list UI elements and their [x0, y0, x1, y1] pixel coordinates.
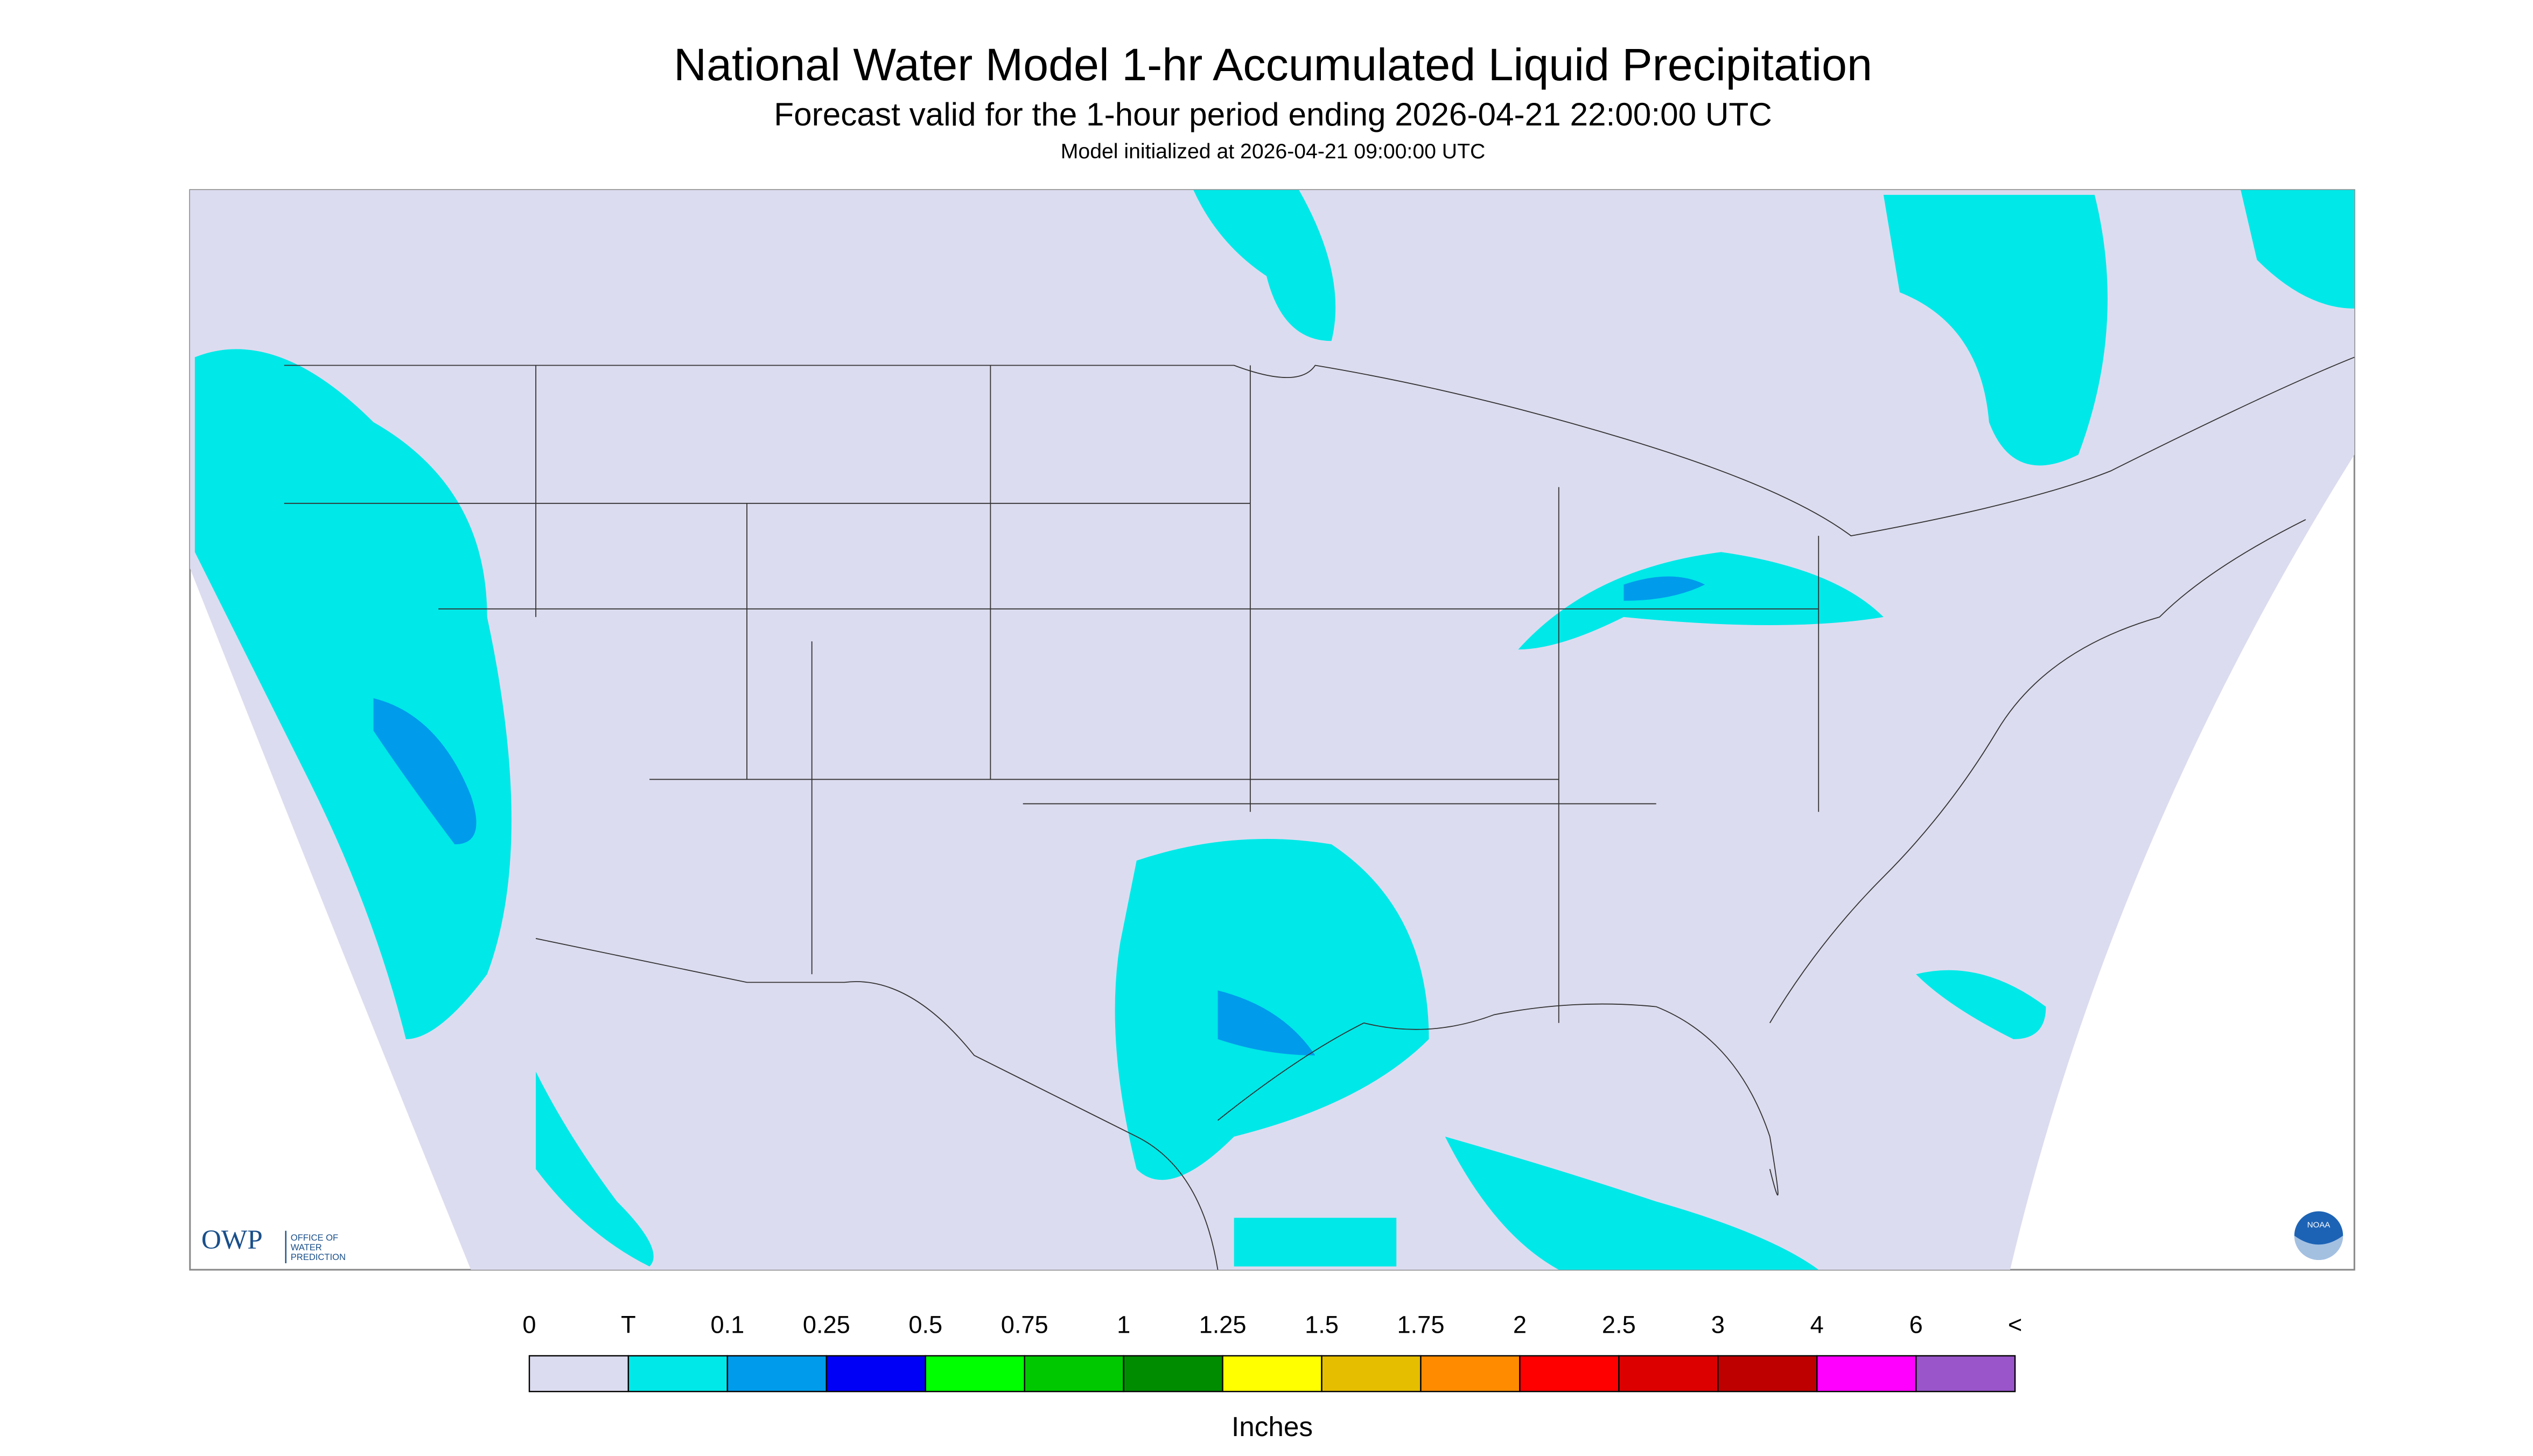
domain: [190, 190, 2355, 1270]
legend-swatch: [1816, 1355, 1917, 1392]
boundaries: [284, 356, 2355, 1270]
legend-swatch: [1717, 1355, 1818, 1392]
legend-swatch: [1519, 1355, 1620, 1392]
legend-label: 3: [1711, 1311, 1725, 1339]
owp-name-line: PREDICTION: [291, 1252, 346, 1262]
legend-label: 0.75: [1001, 1311, 1048, 1339]
precip-heavier: [373, 576, 1705, 1056]
legend-swatch: [627, 1355, 729, 1392]
legend: 0 T 0.1 0.25 0.5 0.75 1 1.25 1.5 1.75 2 2.5 3 4 6 < Inch…: [522, 1311, 2022, 1443]
noaa-text: NOAA: [2307, 1221, 2331, 1230]
owp-logo-text: OWP: [201, 1224, 263, 1255]
legend-label: 1: [1117, 1311, 1130, 1339]
legend-swatch: [1915, 1355, 2016, 1392]
legend-label: <: [2008, 1311, 2022, 1339]
legend-label: 4: [1810, 1311, 1824, 1339]
legend-label: 2.5: [1602, 1311, 1636, 1339]
legend-label: 0.5: [908, 1311, 942, 1339]
legend-swatch: [528, 1355, 629, 1392]
map-area: OWP OFFICE OF WATER PREDICTION NOAA: [189, 189, 2355, 1271]
legend-label: 0: [522, 1311, 536, 1339]
owp-logo: OWP OFFICE OF WATER PREDICTION: [201, 1224, 346, 1264]
legend-swatch: [1420, 1355, 1521, 1392]
init-note: Model initialized at 2026-04-21 09:00:00…: [1061, 140, 1486, 163]
legend-label: 0.1: [710, 1311, 744, 1339]
legend-label: 1.25: [1199, 1311, 1247, 1339]
noaa-logo: NOAA: [2294, 1211, 2343, 1260]
legend-swatch: [1321, 1355, 1422, 1392]
precip-areas: [194, 190, 2355, 1270]
subtitle: Forecast valid for the 1-hour period end…: [774, 96, 1772, 132]
title: National Water Model 1-hr Accumulated Li…: [674, 39, 1872, 90]
legend-unit: Inches: [1231, 1411, 1313, 1442]
legend-swatch: [1123, 1355, 1223, 1392]
owp-name-line: OFFICE OF: [291, 1233, 338, 1243]
legend-swatch: [825, 1355, 926, 1392]
legend-swatch: [925, 1355, 1025, 1392]
legend-label: T: [621, 1311, 636, 1339]
legend-label: 0.25: [803, 1311, 850, 1339]
legend-swatch: [1618, 1355, 1719, 1392]
legend-swatch: [1024, 1355, 1124, 1392]
legend-label: 1.75: [1397, 1311, 1444, 1339]
legend-label: 1.5: [1305, 1311, 1339, 1339]
legend-label: 6: [1909, 1311, 1923, 1339]
owp-name-line: WATER: [291, 1242, 322, 1252]
legend-swatch: [1222, 1355, 1323, 1392]
legend-label: 2: [1513, 1311, 1527, 1339]
legend-swatch: [726, 1355, 828, 1392]
